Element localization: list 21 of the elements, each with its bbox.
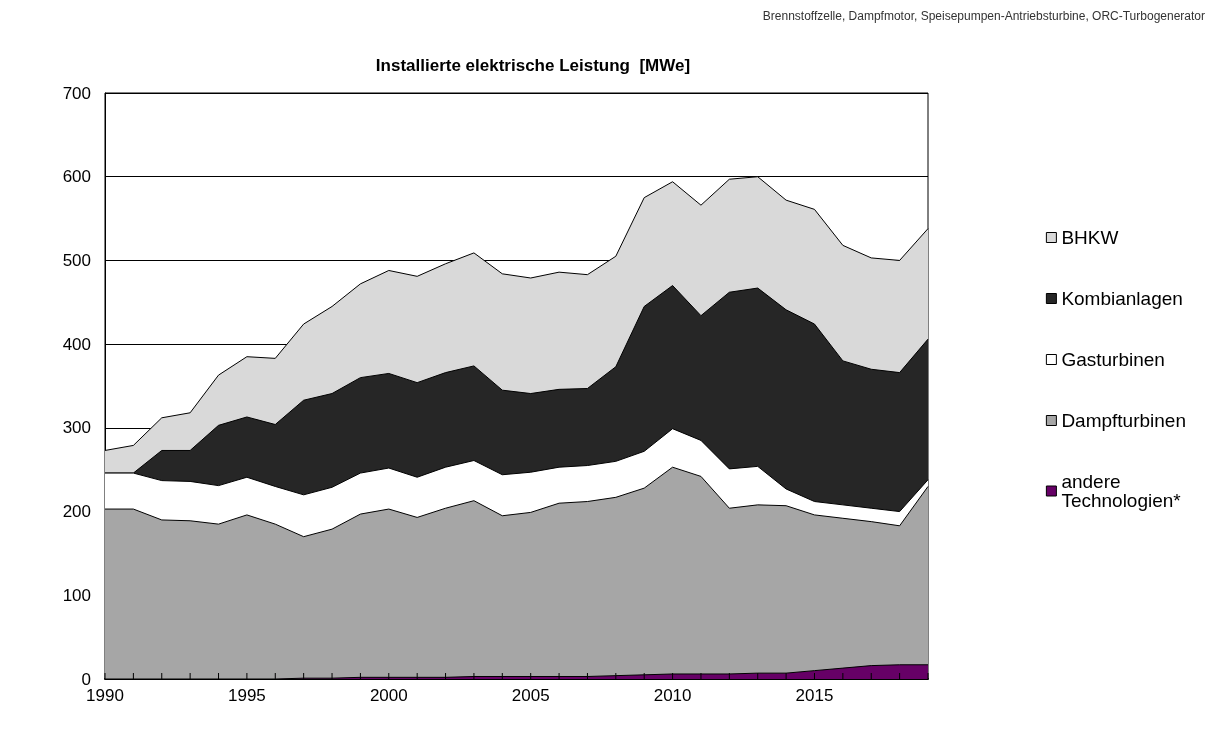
text: Brennstoffzelle, Dampfmotor, Speisepumpen-Antriebsturbine, ORC-Turbogenerator	[762, 9, 1205, 23]
x-tick-label: 2000	[369, 686, 408, 705]
y-tick-label: 200	[62, 502, 91, 522]
legend-label: Gasturbinen	[1061, 349, 1165, 370]
y-tick-label: 300	[62, 418, 91, 438]
legend-label: Dampfturbinen	[1061, 410, 1186, 431]
x-tick-label: 1990	[86, 686, 124, 705]
x-tick-label: 2010	[653, 686, 692, 705]
y-tick-label: 500	[62, 250, 91, 270]
y-tick-label: 100	[62, 585, 91, 605]
legend-label: andere Technologien*	[1061, 471, 1182, 511]
x-tick-label: 2005	[511, 686, 550, 705]
legend-label: Kombianlagen	[1061, 288, 1183, 309]
legend-label: BHKW	[1061, 227, 1119, 248]
y-tick-label: 600	[62, 167, 91, 187]
y-tick-label: 700	[62, 83, 91, 103]
x-tick-label: 1995	[227, 686, 266, 705]
x-tick-label: 2015	[795, 686, 834, 705]
y-tick-label: 400	[62, 334, 91, 354]
y-tick-label: 0	[81, 669, 91, 689]
chart-title: Installierte elektrische Leistung [MWe]	[375, 56, 691, 75]
